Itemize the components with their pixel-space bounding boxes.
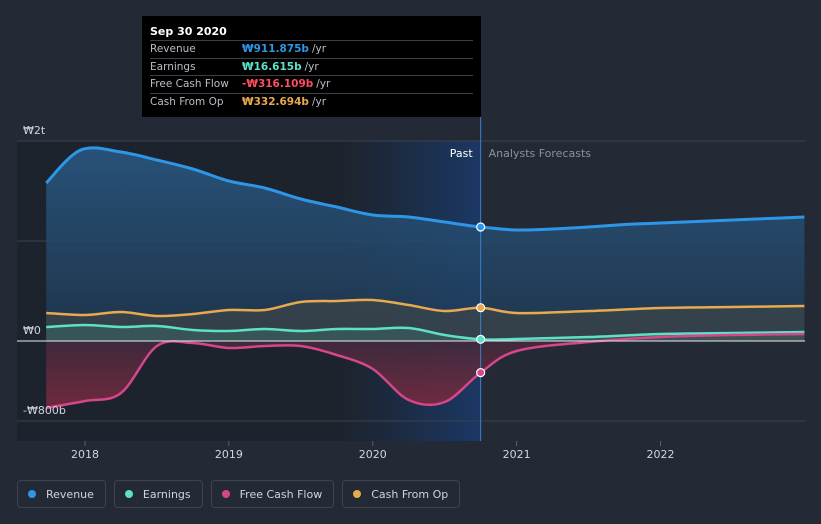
tooltip-row-revenue: Revenue ₩911.875b /yr xyxy=(150,40,473,58)
legend-item-earnings[interactable]: Earnings xyxy=(113,480,203,508)
x-tick-label: 2020 xyxy=(359,448,387,461)
x-tick-label: 2018 xyxy=(71,448,99,461)
analysts-forecasts-label: Analysts Forecasts xyxy=(489,147,592,160)
y-axis-ticks: ₩2t ₩0 -₩800b xyxy=(23,124,66,417)
x-tick-label: 2021 xyxy=(503,448,531,461)
legend-item-cash-from-op[interactable]: Cash From Op xyxy=(342,480,461,508)
y-tick-label: ₩0 xyxy=(23,324,41,337)
free-cash-flow-line xyxy=(45,332,805,410)
tooltip-row-cash-from-op: Cash From Op ₩332.694b /yr xyxy=(150,92,473,111)
earnings-dot-icon xyxy=(124,490,133,498)
cash-from-op-marker xyxy=(476,303,486,313)
revenue-marker xyxy=(476,222,486,232)
x-axis-ticks: 2018 2019 2020 2021 2022 xyxy=(71,441,675,461)
revenue-dot-icon xyxy=(28,490,36,498)
current-point-markers xyxy=(476,222,486,378)
free-cash-flow-area xyxy=(46,334,805,408)
earnings-marker xyxy=(476,334,486,344)
y-tick-label: ₩2t xyxy=(23,124,46,137)
legend-item-revenue[interactable]: Revenue xyxy=(17,480,106,508)
past-label: Past xyxy=(450,147,474,160)
tooltip-row-earnings: Earnings ₩16.615b /yr xyxy=(150,57,473,76)
tooltip-row-free-cash-flow: Free Cash Flow -₩316.109b /yr xyxy=(150,75,473,93)
revenue-area xyxy=(46,147,805,341)
legend-item-free-cash-flow[interactable]: Free Cash Flow xyxy=(210,480,335,508)
tooltip: Sep 30 2020 Revenue ₩911.875b /yr Earnin… xyxy=(142,16,481,117)
cash-from-op-dot-icon xyxy=(353,490,362,498)
free-cash-flow-dot-icon xyxy=(221,490,230,498)
free-cash-flow-marker xyxy=(476,368,486,378)
x-tick-label: 2022 xyxy=(647,448,675,461)
tooltip-date: Sep 30 2020 xyxy=(150,25,227,38)
series-lines xyxy=(45,146,805,410)
legend: Revenue Earnings Free Cash Flow Cash Fro… xyxy=(17,480,461,508)
earnings-line xyxy=(46,323,805,341)
revenue-line xyxy=(45,146,805,232)
cash-from-op-line xyxy=(46,298,805,318)
x-tick-label: 2019 xyxy=(215,448,243,461)
y-tick-label: -₩800b xyxy=(23,404,66,417)
